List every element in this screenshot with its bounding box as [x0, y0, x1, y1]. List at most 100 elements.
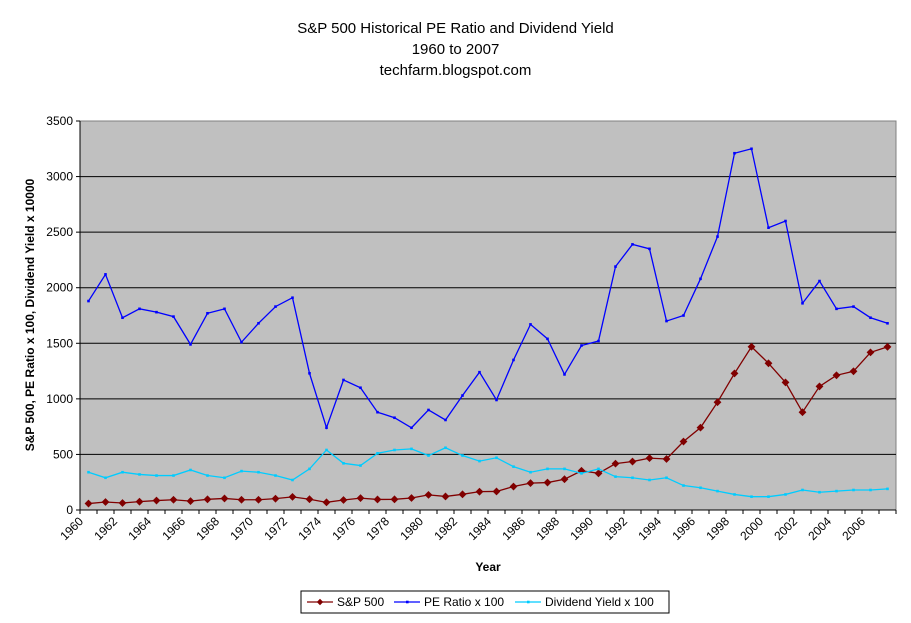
data-point-pe-ratio-x-100 [121, 316, 124, 320]
data-point-dividend-yield-x-100 [291, 478, 294, 482]
x-axis-title: Year [475, 560, 501, 574]
data-point-pe-ratio-x-100 [852, 305, 855, 308]
data-point-s-p-500 [424, 490, 433, 499]
data-point-dividend-yield-x-100 [495, 456, 498, 460]
data-point-s-p-500 [475, 487, 484, 496]
data-point-dividend-yield-x-100 [478, 459, 481, 463]
data-point-s-p-500 [662, 455, 671, 463]
data-point-pe-ratio-x-100 [444, 418, 447, 422]
data-point-s-p-500 [645, 454, 654, 463]
data-point-s-p-500 [118, 499, 127, 507]
chart-title: S&P 500 Historical PE Ratio and Dividend… [297, 20, 614, 37]
data-point-pe-ratio-x-100 [240, 340, 243, 344]
data-point-dividend-yield-x-100 [818, 490, 821, 494]
data-point-pe-ratio-x-100 [648, 247, 651, 251]
data-point-s-p-500 [441, 492, 450, 501]
data-point-pe-ratio-x-100 [784, 219, 787, 223]
data-point-s-p-500 [254, 495, 263, 504]
series-line-pe-ratio-x-100 [87, 147, 888, 430]
x-tick-label: 1984 [465, 514, 494, 543]
x-tick-label: 1966 [159, 514, 188, 543]
y-tick-label: 0 [66, 503, 73, 517]
data-point-pe-ratio-x-100 [835, 307, 838, 311]
data-point-pe-ratio-x-100 [104, 273, 107, 276]
x-tick-label: 2006 [839, 514, 868, 543]
data-point-pe-ratio-x-100 [733, 151, 736, 155]
data-point-pe-ratio-x-100 [172, 315, 175, 318]
plot-area [79, 120, 897, 511]
x-tick-label: 1994 [635, 514, 664, 543]
data-point-s-p-500 [526, 479, 535, 488]
data-point-s-p-500 [305, 495, 314, 504]
x-tick-label: 1990 [567, 514, 596, 543]
data-point-s-p-500 [849, 367, 858, 376]
y-tick-label: 1000 [46, 392, 73, 406]
x-tick-label: 1988 [533, 514, 562, 543]
data-point-dividend-yield-x-100 [189, 468, 192, 472]
x-tick-label: 1972 [261, 514, 290, 543]
data-point-s-p-500 [730, 369, 739, 378]
data-point-dividend-yield-x-100 [308, 467, 311, 471]
data-point-pe-ratio-x-100 [308, 371, 311, 375]
data-point-s-p-500 [458, 490, 467, 499]
data-point-dividend-yield-x-100 [359, 464, 362, 467]
data-point-pe-ratio-x-100 [410, 426, 413, 430]
data-point-s-p-500 [781, 378, 790, 387]
data-point-dividend-yield-x-100 [750, 495, 753, 498]
x-tick-label: 1986 [499, 514, 528, 543]
data-point-dividend-yield-x-100 [767, 495, 770, 498]
data-point-dividend-yield-x-100 [733, 493, 736, 496]
data-point-s-p-500 [815, 382, 824, 391]
data-point-s-p-500 [237, 495, 246, 504]
y-axis-title: S&P 500, PE Ratio x 100, Dividend Yield … [23, 178, 37, 451]
data-point-dividend-yield-x-100 [104, 476, 107, 480]
data-point-pe-ratio-x-100 [461, 394, 464, 397]
x-tick-label: 1996 [669, 514, 698, 543]
data-point-dividend-yield-x-100 [631, 476, 634, 480]
data-point-pe-ratio-x-100 [325, 426, 328, 430]
data-point-s-p-500 [696, 423, 705, 432]
data-point-pe-ratio-x-100 [393, 416, 396, 420]
data-point-pe-ratio-x-100 [257, 321, 260, 325]
data-point-dividend-yield-x-100 [206, 474, 209, 477]
data-point-dividend-yield-x-100 [461, 454, 464, 457]
x-tick-label: 2000 [737, 514, 766, 543]
x-tick-label: 1978 [363, 514, 392, 543]
x-tick-label: 1970 [227, 514, 256, 543]
data-point-dividend-yield-x-100 [138, 473, 141, 476]
data-point-pe-ratio-x-100 [869, 316, 872, 320]
data-point-pe-ratio-x-100 [546, 337, 549, 341]
data-point-dividend-yield-x-100 [325, 448, 328, 452]
data-point-s-p-500 [390, 495, 399, 504]
data-point-dividend-yield-x-100 [410, 447, 413, 451]
data-point-pe-ratio-x-100 [716, 235, 719, 238]
y-tick-label: 500 [53, 447, 73, 461]
data-point-pe-ratio-x-100 [512, 358, 515, 362]
y-tick-label: 1500 [46, 336, 73, 350]
data-point-pe-ratio-x-100 [750, 147, 753, 151]
data-point-s-p-500 [373, 495, 382, 504]
data-point-s-p-500 [186, 497, 195, 506]
data-point-s-p-500 [883, 342, 892, 351]
legend-label-pe-ratio-x-100: PE Ratio x 100 [424, 595, 504, 609]
plot-background [79, 120, 897, 511]
data-point-pe-ratio-x-100 [291, 296, 294, 300]
data-point-pe-ratio-x-100 [699, 277, 702, 281]
data-point-dividend-yield-x-100 [376, 452, 379, 455]
data-point-dividend-yield-x-100 [648, 478, 651, 482]
data-point-dividend-yield-x-100 [393, 448, 396, 452]
series-group [84, 147, 892, 508]
data-point-pe-ratio-x-100 [376, 410, 379, 414]
data-point-pe-ratio-x-100 [87, 299, 90, 303]
data-point-dividend-yield-x-100 [512, 465, 515, 468]
x-tick-label: 1980 [397, 514, 426, 543]
chart-title-block: S&P 500 Historical PE Ratio and Dividend… [0, 18, 911, 81]
data-point-dividend-yield-x-100 [529, 470, 532, 474]
data-point-pe-ratio-x-100 [801, 301, 804, 305]
data-point-s-p-500 [288, 492, 297, 501]
data-point-dividend-yield-x-100 [869, 488, 872, 492]
data-point-dividend-yield-x-100 [614, 475, 617, 478]
data-point-pe-ratio-x-100 [427, 408, 430, 412]
x-tick-label: 1982 [431, 514, 460, 543]
data-point-s-p-500 [135, 497, 144, 506]
